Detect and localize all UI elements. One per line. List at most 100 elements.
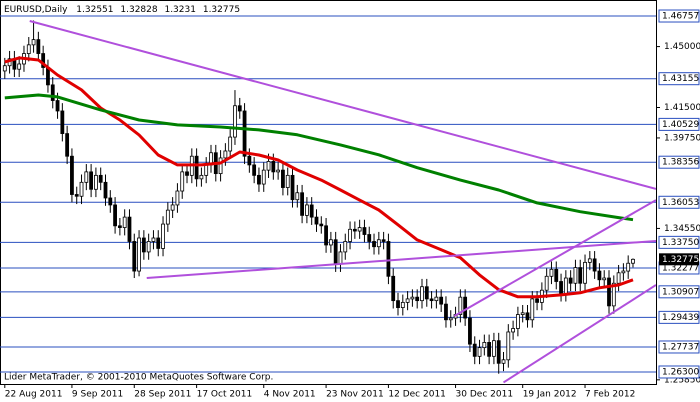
candle-body xyxy=(314,216,319,225)
candle-body xyxy=(218,157,223,175)
candle-body xyxy=(257,174,261,185)
y-tick-label: 1.39750 xyxy=(664,133,700,143)
candle-body xyxy=(592,258,597,272)
candle-body xyxy=(204,164,209,176)
level-box xyxy=(658,155,700,169)
x-tick-label: 28 Sep 2011 xyxy=(134,390,191,400)
level-box xyxy=(658,365,700,379)
candle-body xyxy=(338,251,343,265)
candle-body xyxy=(496,340,501,364)
candle-body xyxy=(530,298,535,321)
candle-body xyxy=(424,286,429,300)
candle-body xyxy=(285,174,290,188)
candle-body xyxy=(36,39,41,54)
candle-body xyxy=(319,223,324,227)
candle-body xyxy=(472,343,477,357)
candle-body xyxy=(137,237,141,272)
candle-body xyxy=(290,174,295,201)
candle-body xyxy=(482,342,487,349)
candle-body xyxy=(266,161,271,171)
candle-body xyxy=(55,100,60,112)
candle-body xyxy=(362,227,367,235)
candle-body xyxy=(199,174,204,180)
candle-body xyxy=(352,228,357,232)
candle-body xyxy=(156,237,161,249)
candle-body xyxy=(65,133,70,157)
low-value: 1.3231 xyxy=(164,5,196,15)
candle-body xyxy=(247,155,252,166)
level-box xyxy=(658,9,700,23)
level-label: 1.33750 xyxy=(662,238,699,248)
candle-body xyxy=(165,209,170,225)
candle-body xyxy=(103,181,108,199)
candle-body xyxy=(357,227,362,232)
candle-body xyxy=(233,105,237,138)
candle-body xyxy=(194,155,199,180)
candle-body xyxy=(559,281,563,295)
candle-body xyxy=(511,328,515,333)
overlays xyxy=(4,20,656,384)
level-box xyxy=(658,235,700,249)
x-tick-label: 19 Jan 2012 xyxy=(523,390,577,400)
candle-body xyxy=(185,171,189,176)
open-value: 1.32551 xyxy=(76,5,113,15)
candle-body xyxy=(602,277,607,281)
x-tick-label: 9 Sep 2011 xyxy=(72,390,123,400)
candle-body xyxy=(295,192,300,201)
y-tick-label: 1.25850 xyxy=(664,375,700,385)
trendline xyxy=(502,284,656,384)
level-box xyxy=(658,285,700,299)
candle-body xyxy=(410,296,415,300)
candle-body xyxy=(108,197,113,206)
x-tick-label: 23 Nov 2011 xyxy=(326,390,384,400)
candle-body xyxy=(17,63,22,70)
level-label: 1.46757 xyxy=(662,12,699,22)
candle-body xyxy=(31,39,36,46)
candle-body xyxy=(228,136,233,152)
chart-title: EURUSD,Daily xyxy=(4,5,68,15)
candle-body xyxy=(515,314,520,329)
current-price-box xyxy=(659,253,699,266)
candle-body xyxy=(607,277,611,307)
candle-body xyxy=(305,204,309,216)
candle-body xyxy=(276,169,281,173)
trendline xyxy=(29,20,656,190)
candle-body xyxy=(348,228,352,242)
candle-body xyxy=(458,296,463,315)
candle-body xyxy=(84,171,89,183)
candle-body xyxy=(41,53,46,68)
candle-body xyxy=(535,298,539,303)
level-box xyxy=(658,72,700,86)
high-value: 1.32828 xyxy=(120,5,157,15)
candle-body xyxy=(237,105,242,112)
x-tick-label: 4 Nov 2011 xyxy=(264,390,316,400)
candle-body xyxy=(487,342,492,357)
candle-body xyxy=(161,223,165,249)
candle-body xyxy=(252,164,257,176)
candle-body xyxy=(501,359,506,364)
x-tick-label: 7 Feb 2012 xyxy=(585,390,635,400)
candle-body xyxy=(141,237,146,253)
candles xyxy=(2,20,635,374)
candle-body xyxy=(50,84,55,101)
y-tick-label: 1.34550 xyxy=(664,224,700,234)
candle-body xyxy=(631,258,635,264)
candle-body xyxy=(396,300,400,309)
candle-body xyxy=(444,303,448,321)
candle-body xyxy=(89,171,94,190)
candle-body xyxy=(170,204,175,211)
chart-header: EURUSD,Daily 1.32551 1.32828 1.3231 1.32… xyxy=(4,5,240,15)
axis: 1.45000 1.41500 1.39750 1.34550 1.25850 1.467… xyxy=(4,9,700,400)
candle-body xyxy=(621,270,626,274)
candle-body xyxy=(2,65,7,72)
candle-body xyxy=(434,296,439,302)
candle-body xyxy=(281,169,285,188)
candle-body xyxy=(554,268,559,282)
candle-body xyxy=(367,234,372,242)
candle-body xyxy=(122,216,127,228)
candle-body xyxy=(242,110,247,157)
candle-body xyxy=(420,286,424,302)
candle-body xyxy=(324,225,328,246)
